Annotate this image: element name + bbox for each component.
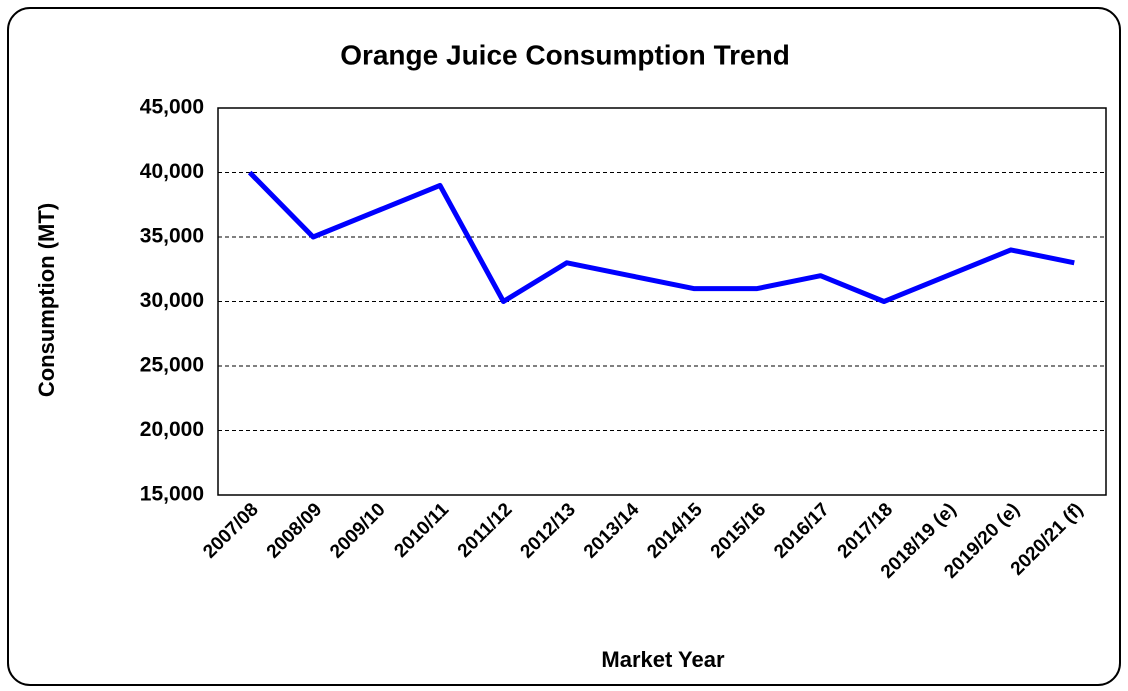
y-tick-label: 20,000 bbox=[140, 418, 204, 441]
chart-title: Orange Juice Consumption Trend bbox=[340, 39, 790, 70]
y-tick-label: 25,000 bbox=[140, 354, 204, 377]
plot-area bbox=[217, 107, 1107, 496]
y-tick-label: 15,000 bbox=[140, 483, 204, 506]
chart-frame bbox=[7, 7, 1121, 686]
y-tick-label: 35,000 bbox=[140, 225, 204, 248]
y-tick-label: 40,000 bbox=[140, 160, 204, 183]
line-series bbox=[247, 170, 1075, 304]
y-axis-label: Consumption (MT) bbox=[34, 203, 59, 397]
y-tick-label: 45,000 bbox=[140, 96, 204, 119]
x-axis-label: Market Year bbox=[601, 647, 725, 672]
y-tick-label: 30,000 bbox=[140, 289, 204, 312]
